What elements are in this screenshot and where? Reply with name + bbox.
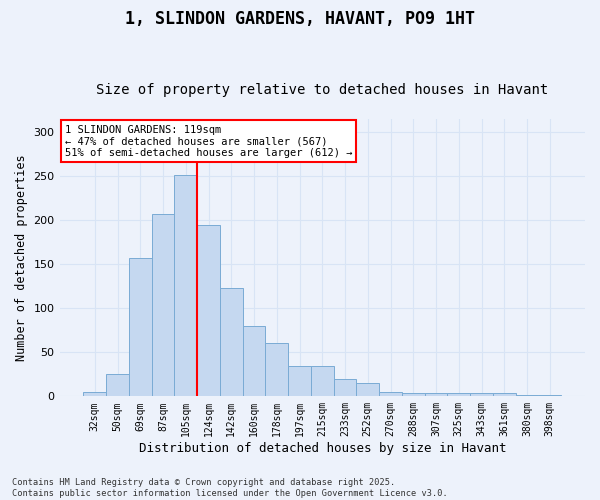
- Bar: [83, 392, 106, 396]
- Bar: [538, 394, 561, 396]
- Bar: [197, 224, 220, 396]
- Bar: [175, 176, 197, 396]
- Bar: [379, 392, 402, 396]
- Bar: [265, 342, 288, 396]
- Text: 1, SLINDON GARDENS, HAVANT, PO9 1HT: 1, SLINDON GARDENS, HAVANT, PO9 1HT: [125, 10, 475, 28]
- Bar: [515, 394, 538, 396]
- Bar: [129, 258, 152, 396]
- Bar: [470, 393, 493, 396]
- Bar: [106, 374, 129, 396]
- Bar: [311, 366, 334, 396]
- Bar: [448, 393, 470, 396]
- Bar: [425, 393, 448, 396]
- Bar: [356, 383, 379, 396]
- Bar: [402, 393, 425, 396]
- X-axis label: Distribution of detached houses by size in Havant: Distribution of detached houses by size …: [139, 442, 506, 455]
- Bar: [334, 378, 356, 396]
- Text: Contains HM Land Registry data © Crown copyright and database right 2025.
Contai: Contains HM Land Registry data © Crown c…: [12, 478, 448, 498]
- Bar: [288, 366, 311, 396]
- Text: 1 SLINDON GARDENS: 119sqm
← 47% of detached houses are smaller (567)
51% of semi: 1 SLINDON GARDENS: 119sqm ← 47% of detac…: [65, 124, 352, 158]
- Bar: [220, 288, 242, 397]
- Title: Size of property relative to detached houses in Havant: Size of property relative to detached ho…: [96, 83, 548, 97]
- Y-axis label: Number of detached properties: Number of detached properties: [15, 154, 28, 361]
- Bar: [493, 393, 515, 396]
- Bar: [242, 326, 265, 396]
- Bar: [152, 214, 175, 396]
